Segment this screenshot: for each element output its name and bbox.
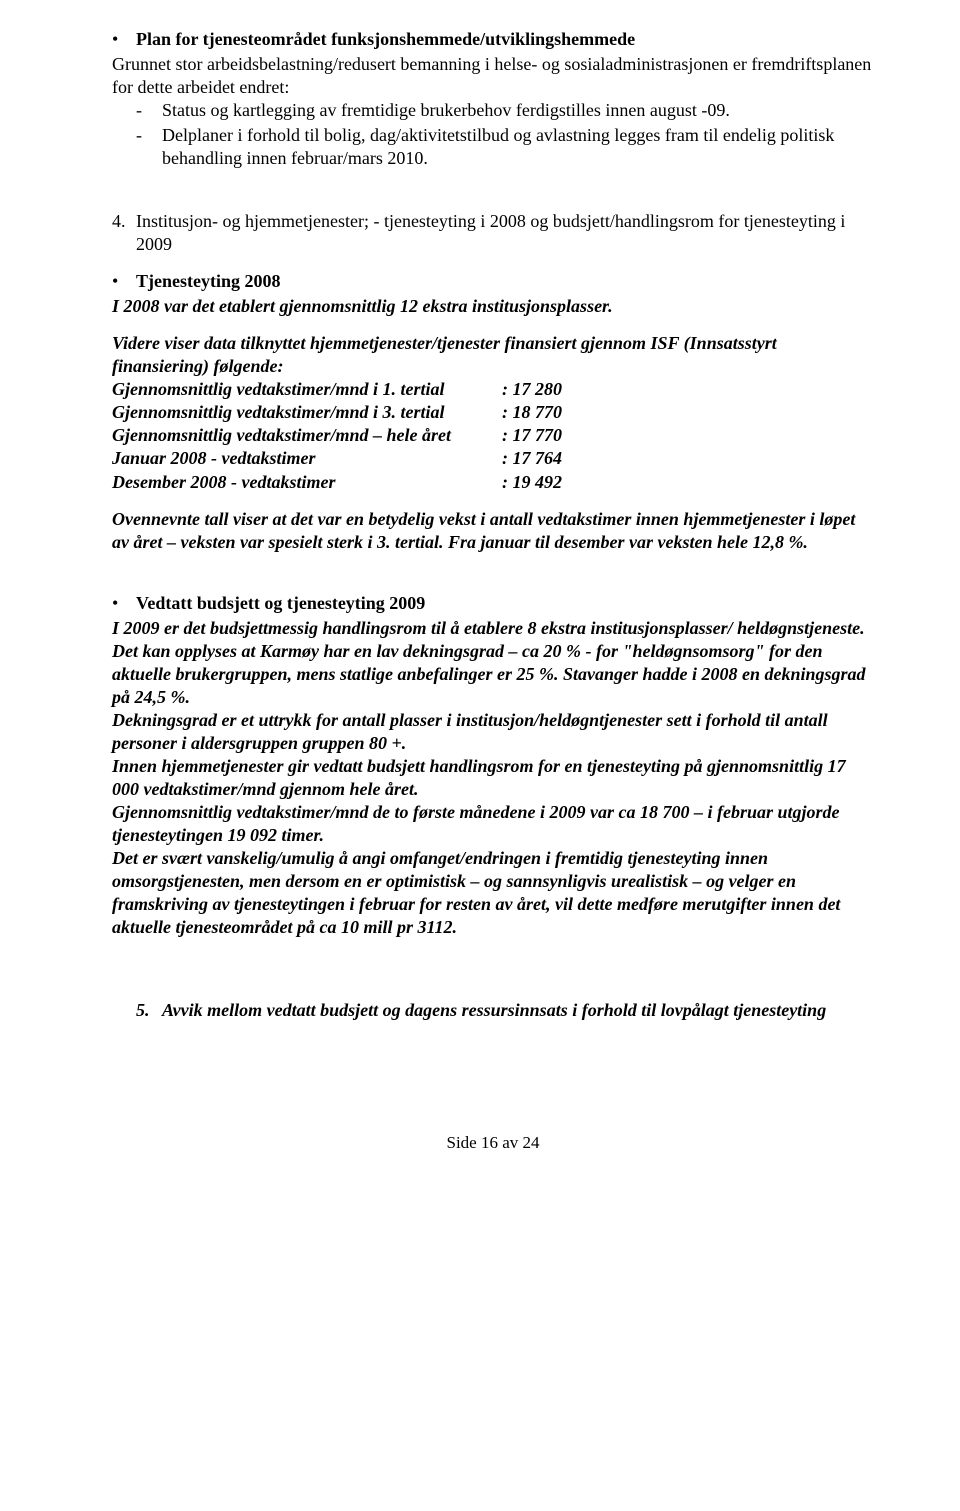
bullet-marker: •	[112, 270, 136, 293]
row-desember-2008-value: : 19 492	[502, 471, 874, 494]
para-2009-5: Det er svært vanskelig/umulig å angi omf…	[112, 847, 874, 939]
row-januar-2008-label: Januar 2008 - vedtakstimer	[112, 447, 502, 470]
bullet-marker: •	[112, 592, 136, 615]
para-2009-2: Dekningsgrad er et uttrykk for antall pl…	[112, 709, 874, 755]
section-5-heading: 5. Avvik mellom vedtatt budsjett og dage…	[136, 999, 874, 1022]
row-tertial-1: Gjennomsnittlig vedtakstimer/mnd i 1. te…	[112, 378, 874, 401]
bullet-budsjett-2009: • Vedtatt budsjett og tjenesteyting 2009	[112, 592, 874, 615]
section-4-number: 4.	[112, 210, 136, 256]
section-5-title: Avvik mellom vedtatt budsjett og dagens …	[162, 999, 874, 1022]
spacer	[112, 554, 874, 592]
para-2009-4: Gjennomsnittlig vedtakstimer/mnd de to f…	[112, 801, 874, 847]
spacer	[112, 318, 874, 332]
section-4-heading: 4. Institusjon- og hjemmetjenester; - tj…	[112, 210, 874, 256]
spacer	[112, 977, 874, 999]
line-2008-etablert: I 2008 var det etablert gjennomsnittlig …	[112, 295, 874, 318]
row-hele-aret: Gjennomsnittlig vedtakstimer/mnd – hele …	[112, 424, 874, 447]
row-tertial-3-label: Gjennomsnittlig vedtakstimer/mnd i 3. te…	[112, 401, 502, 424]
line-isf-intro: Videre viser data tilknyttet hjemmetjene…	[112, 332, 874, 378]
para-2009-3: Innen hjemmetjenester gir vedtatt budsje…	[112, 755, 874, 801]
row-tertial-3: Gjennomsnittlig vedtakstimer/mnd i 3. te…	[112, 401, 874, 424]
dash-text-1: Status og kartlegging av fremtidige bruk…	[162, 99, 874, 122]
para-vekst: Ovennevnte tall viser at det var en bety…	[112, 508, 874, 554]
row-tertial-1-label: Gjennomsnittlig vedtakstimer/mnd i 1. te…	[112, 378, 502, 401]
row-januar-2008: Januar 2008 - vedtakstimer : 17 764	[112, 447, 874, 470]
dash-marker: -	[136, 124, 162, 170]
row-tertial-3-value: : 18 770	[502, 401, 874, 424]
dash-marker: -	[136, 99, 162, 122]
row-hele-aret-value: : 17 770	[502, 424, 874, 447]
row-desember-2008-label: Desember 2008 - vedtakstimer	[112, 471, 502, 494]
dash-item-1: - Status og kartlegging av fremtidige br…	[136, 99, 874, 122]
row-tertial-1-value: : 17 280	[502, 378, 874, 401]
bullet-plan: • Plan for tjenesteområdet funksjonshemm…	[112, 28, 874, 51]
section-5-number: 5.	[136, 999, 162, 1022]
spacer	[112, 494, 874, 508]
dash-text-2: Delplaner i forhold til bolig, dag/aktiv…	[162, 124, 874, 170]
bullet-tjenesteyting-2008: • Tjenesteyting 2008	[112, 270, 874, 293]
bullet-tjenesteyting-2008-title: Tjenesteyting 2008	[136, 270, 874, 293]
bullet-budsjett-2009-title: Vedtatt budsjett og tjenesteyting 2009	[136, 592, 874, 615]
row-desember-2008: Desember 2008 - vedtakstimer : 19 492	[112, 471, 874, 494]
spacer	[112, 256, 874, 270]
row-hele-aret-label: Gjennomsnittlig vedtakstimer/mnd – hele …	[112, 424, 502, 447]
bullet-plan-title: Plan for tjenesteområdet funksjonshemmed…	[136, 28, 874, 51]
dash-item-2: - Delplaner i forhold til bolig, dag/akt…	[136, 124, 874, 170]
row-januar-2008-value: : 17 764	[502, 447, 874, 470]
bullet-marker: •	[112, 28, 136, 51]
section-4-title: Institusjon- og hjemmetjenester; - tjene…	[136, 210, 874, 256]
spacer	[112, 172, 874, 210]
spacer	[112, 939, 874, 977]
page-footer: Side 16 av 24	[112, 1132, 874, 1154]
para-2009-1: I 2009 er det budsjettmessig handlingsro…	[112, 617, 874, 709]
plan-intro: Grunnet stor arbeidsbelastning/redusert …	[112, 53, 874, 99]
